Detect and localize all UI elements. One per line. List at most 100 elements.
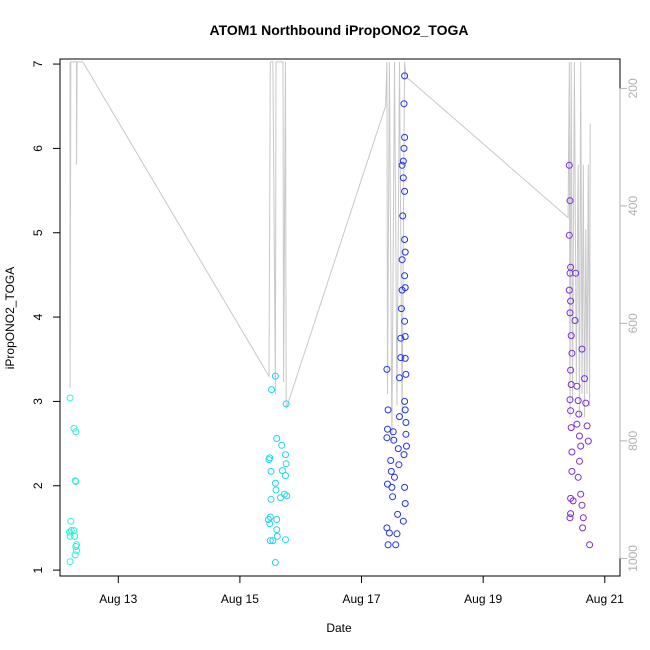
data-point bbox=[269, 537, 277, 545]
data-point bbox=[402, 419, 410, 426]
data-point bbox=[401, 133, 409, 141]
data-point bbox=[388, 483, 396, 491]
data-point bbox=[268, 386, 276, 394]
data-point bbox=[401, 500, 409, 507]
data-point bbox=[266, 454, 274, 462]
data-point bbox=[396, 374, 403, 382]
data-point bbox=[282, 536, 289, 544]
data-point bbox=[267, 467, 275, 475]
data-point bbox=[278, 467, 286, 475]
data-point bbox=[401, 272, 409, 280]
data-point bbox=[567, 332, 575, 340]
chart-title: ATOM1 Northbound iPropONO2_TOGA bbox=[210, 22, 469, 38]
data-point bbox=[66, 528, 73, 536]
right-tick-label: 200 bbox=[626, 78, 640, 98]
data-point bbox=[384, 425, 391, 433]
data-point bbox=[66, 394, 74, 402]
data-point bbox=[565, 231, 573, 239]
data-point bbox=[565, 286, 573, 294]
data-point bbox=[578, 345, 586, 353]
x-tick-label: Aug 17 bbox=[343, 592, 381, 606]
data-point bbox=[572, 269, 580, 277]
data-point bbox=[583, 422, 591, 430]
right-tick-label: 800 bbox=[626, 431, 640, 451]
data-point bbox=[573, 382, 581, 390]
data-point bbox=[67, 527, 75, 534]
data-point bbox=[402, 430, 410, 438]
data-point bbox=[568, 448, 576, 456]
data-point bbox=[574, 397, 582, 405]
y-tick-label: 6 bbox=[31, 145, 45, 152]
secondary-line bbox=[69, 61, 591, 441]
data-point bbox=[401, 187, 409, 195]
data-point bbox=[399, 212, 407, 220]
data-point bbox=[581, 375, 588, 383]
data-point bbox=[400, 451, 408, 459]
data-point bbox=[71, 532, 79, 540]
data-point bbox=[71, 551, 79, 559]
x-axis: Aug 13 Aug 15 Aug 17 Aug 19 Aug 21 bbox=[99, 575, 624, 606]
data-point bbox=[282, 451, 289, 459]
data-point bbox=[567, 381, 575, 388]
data-point bbox=[392, 541, 400, 549]
data-point bbox=[400, 100, 408, 108]
data-point bbox=[568, 467, 576, 475]
data-point bbox=[395, 461, 403, 469]
data-point bbox=[578, 501, 586, 509]
data-point bbox=[272, 486, 280, 494]
data-point bbox=[394, 510, 402, 518]
y-tick-label: 5 bbox=[31, 229, 45, 236]
y-tick-label: 2 bbox=[31, 482, 45, 489]
data-point bbox=[576, 457, 583, 465]
data-point bbox=[403, 442, 410, 450]
right-tick-label: 1000 bbox=[626, 545, 640, 572]
data-point bbox=[398, 161, 406, 169]
data-point bbox=[579, 514, 587, 522]
data-point bbox=[399, 517, 407, 525]
right-axis: 200 400 600 800 1000 bbox=[619, 78, 640, 572]
data-point bbox=[400, 144, 408, 152]
data-point bbox=[282, 460, 290, 468]
data-point bbox=[575, 410, 583, 418]
data-point bbox=[582, 399, 590, 407]
data-point bbox=[567, 424, 575, 432]
data-point bbox=[71, 477, 79, 485]
y-tick-label: 1 bbox=[31, 566, 45, 573]
data-point bbox=[283, 492, 291, 500]
x-tick-label: Aug 13 bbox=[99, 592, 137, 606]
data-point bbox=[387, 457, 395, 464]
data-point bbox=[266, 513, 274, 521]
data-point bbox=[401, 483, 409, 491]
data-point bbox=[397, 305, 405, 313]
data-point bbox=[384, 480, 391, 488]
data-point bbox=[567, 297, 575, 305]
data-points-layer bbox=[66, 72, 594, 566]
data-point bbox=[567, 510, 575, 518]
data-point bbox=[267, 495, 275, 503]
data-point bbox=[385, 529, 393, 537]
data-point bbox=[70, 527, 78, 534]
data-point bbox=[66, 558, 74, 566]
data-point bbox=[383, 365, 391, 373]
data-point bbox=[577, 442, 585, 450]
data-point bbox=[277, 494, 284, 502]
data-point bbox=[586, 541, 594, 549]
data-point bbox=[401, 317, 409, 325]
right-tick-label: 600 bbox=[626, 313, 640, 333]
data-point bbox=[391, 473, 398, 481]
data-point bbox=[393, 530, 401, 538]
data-point bbox=[584, 437, 592, 445]
data-point bbox=[389, 493, 397, 501]
data-point bbox=[566, 197, 574, 205]
data-point bbox=[577, 490, 585, 498]
data-point bbox=[396, 413, 403, 421]
secondary-line-layer bbox=[69, 61, 591, 441]
data-point bbox=[401, 284, 409, 292]
data-point bbox=[399, 157, 407, 165]
right-tick-label: 400 bbox=[626, 196, 640, 216]
data-point bbox=[574, 473, 582, 481]
x-axis-label: Date bbox=[326, 621, 352, 635]
data-point bbox=[273, 516, 281, 523]
y-axis: 1 2 3 4 5 6 7 bbox=[31, 60, 61, 573]
data-point bbox=[399, 174, 407, 182]
